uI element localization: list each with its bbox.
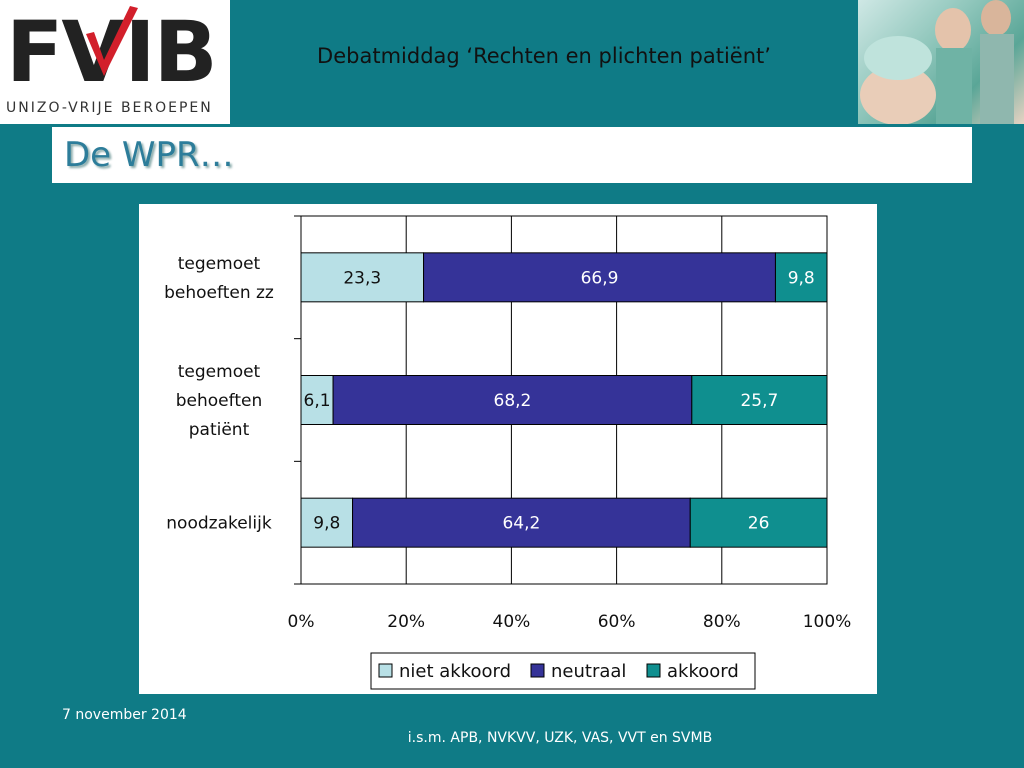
x-tick-label: 60% <box>598 612 636 632</box>
y-category-label-line: behoeften zz <box>164 283 274 303</box>
footer-date: 7 november 2014 <box>62 707 187 723</box>
legend-swatch <box>378 663 393 678</box>
checkmark-icon <box>86 6 138 76</box>
slide-title: De WPR… <box>64 135 234 175</box>
bar-segment <box>691 375 828 425</box>
x-tick-label: 40% <box>493 612 531 632</box>
data-label: 9,8 <box>788 268 815 288</box>
data-label: 6,1 <box>304 391 331 411</box>
header-title: Debatmiddag ‘Rechten en plichten patiënt… <box>317 44 771 68</box>
data-label: 26 <box>748 514 770 534</box>
x-tick-label: 20% <box>387 612 425 632</box>
legend-entry: niet akkoord <box>399 661 511 682</box>
title-bar: De WPR… <box>52 127 972 183</box>
y-category-label-line: patiënt <box>189 420 250 440</box>
legend-entry: neutraal <box>551 661 626 682</box>
x-tick-label: 100% <box>803 612 852 632</box>
fvib-logo: FVIB UNIZO-VRIJE BEROEPEN <box>0 0 230 124</box>
data-label: 66,9 <box>581 268 619 288</box>
bar-segment <box>774 252 828 303</box>
y-category-label-line: noodzakelijk <box>166 514 272 534</box>
legend-box <box>370 652 756 690</box>
bar-segment <box>332 375 693 425</box>
data-label: 25,7 <box>740 391 778 411</box>
x-tick-label: 80% <box>703 612 741 632</box>
y-category-label: tegemoet behoeften patiënt <box>176 362 262 440</box>
bar-segment <box>689 497 828 548</box>
x-tick-label: 0% <box>288 612 315 632</box>
bar-segment <box>352 497 691 548</box>
y-category-label: tegemoet behoeften zz <box>164 254 274 303</box>
data-label: 68,2 <box>494 391 532 411</box>
bar-segment <box>300 497 354 548</box>
bar-segment <box>300 252 425 303</box>
y-category-label: noodzakelijk <box>166 514 272 534</box>
y-category-label-line: behoeften <box>176 391 262 411</box>
y-category-label-line: tegemoet <box>178 254 261 274</box>
data-label: 23,3 <box>343 268 381 288</box>
data-label: 9,8 <box>313 514 340 534</box>
footer-partners: i.s.m. APB, NVKVV, UZK, VAS, VVT en SVMB <box>407 730 713 746</box>
legend-swatch <box>646 663 661 678</box>
data-label: 64,2 <box>502 514 540 534</box>
bar-segment <box>423 252 776 303</box>
legend-swatch <box>530 663 545 678</box>
y-category-label-line: tegemoet <box>178 362 261 382</box>
logo-subtitle: UNIZO-VRIJE BEROEPEN <box>6 100 213 116</box>
header-photo <box>858 0 1024 124</box>
stacked-bar-chart: 0% 20% 40% 60% 80% 100% 23,3 66,9 9,8 tegemoet beh… <box>164 215 852 690</box>
chart-container: 0% 20% 40% 60% 80% 100% 23,3 66,9 9,8 tegemoet beh… <box>139 204 877 694</box>
legend-entry: akkoord <box>667 661 739 682</box>
